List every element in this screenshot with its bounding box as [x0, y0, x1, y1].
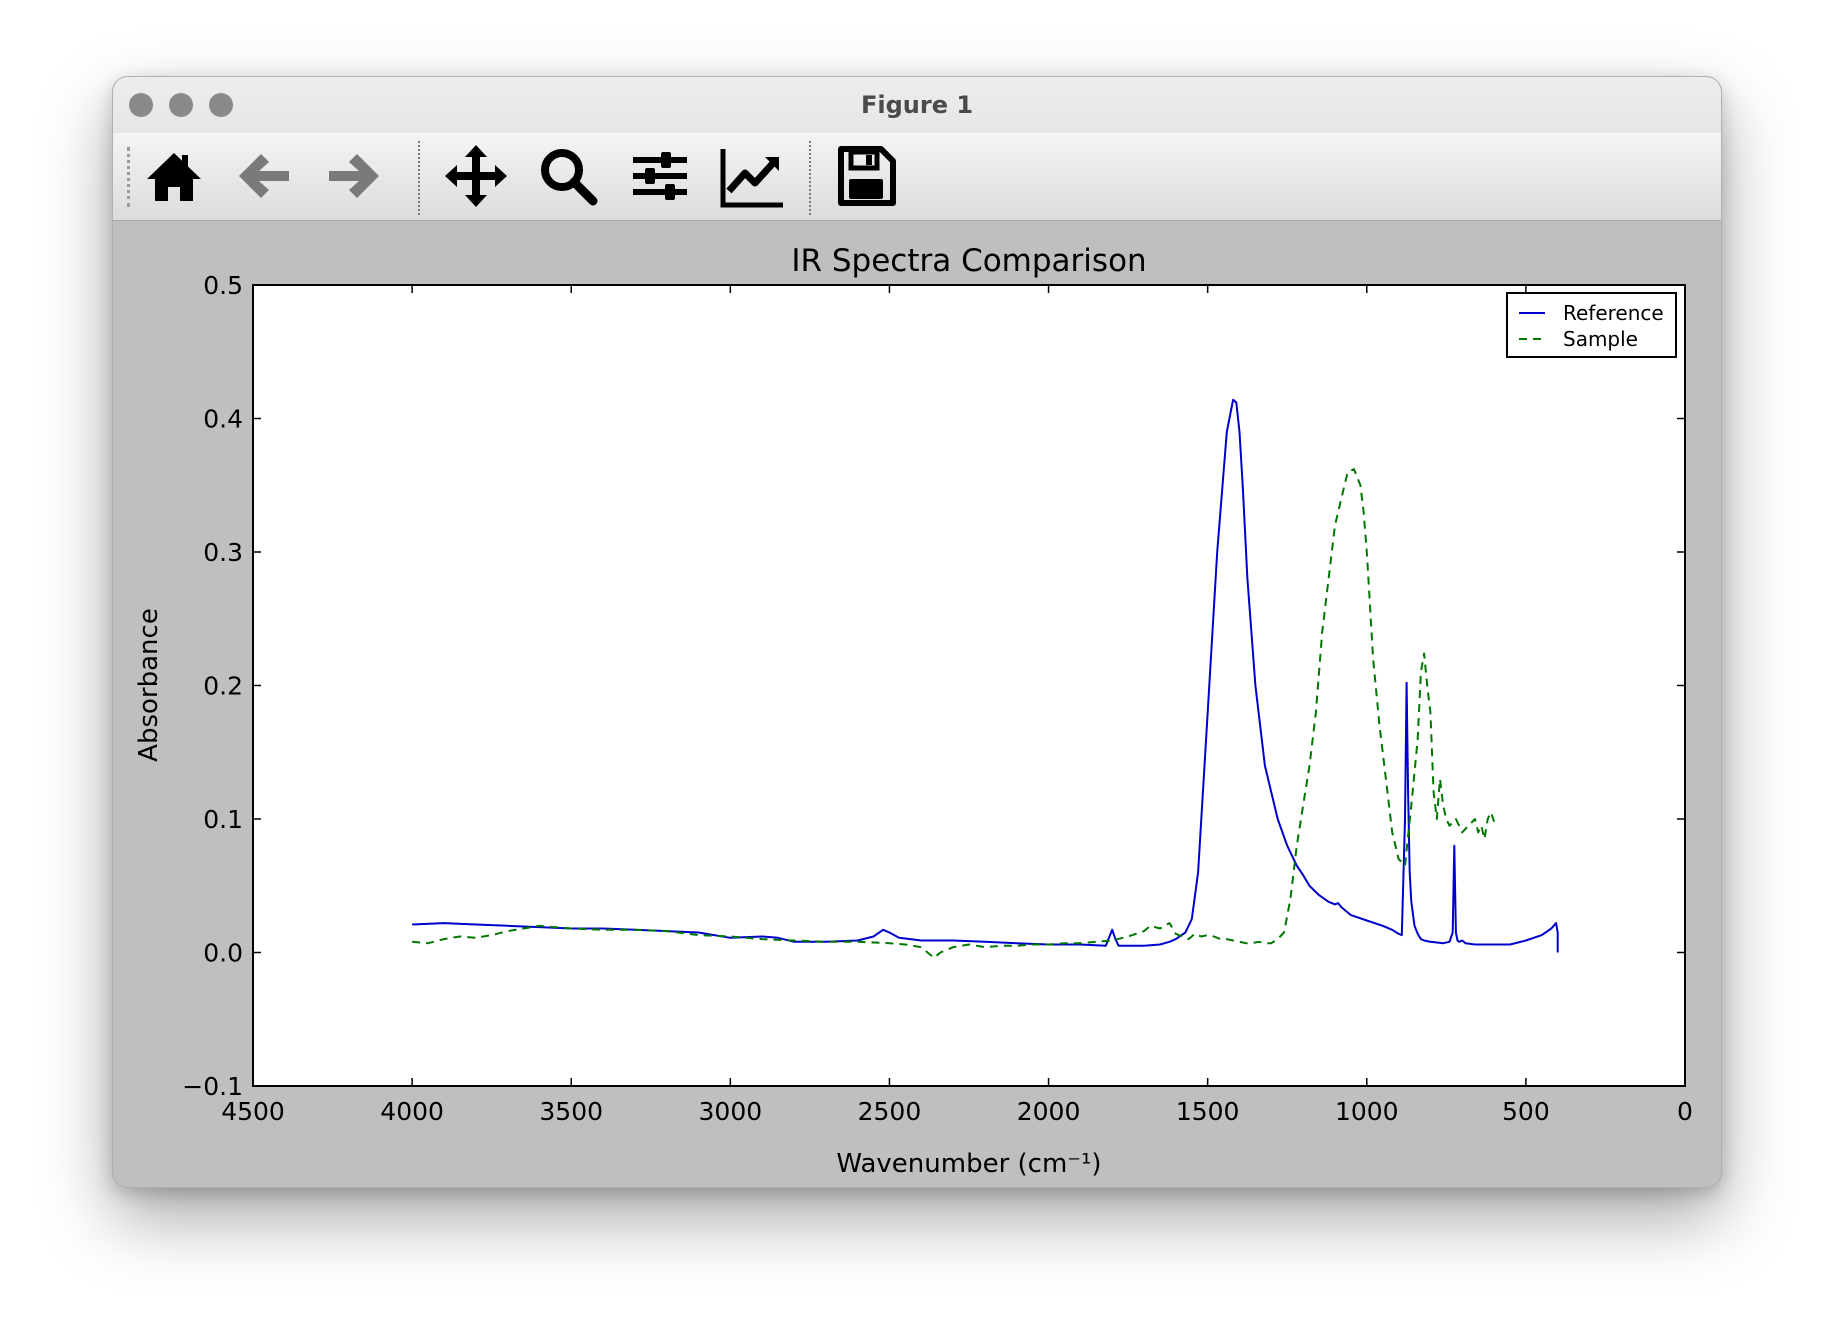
- x-axis-label: Wavenumber (cm⁻¹): [836, 1149, 1101, 1179]
- plot-area[interactable]: [253, 285, 1685, 1086]
- y-tick-label: 0.1: [203, 805, 243, 834]
- sliders-icon: [633, 152, 687, 200]
- x-tick-label: 1500: [1176, 1097, 1240, 1126]
- title-bar: Figure 1: [113, 77, 1721, 134]
- floppy-disk-icon: [838, 146, 896, 206]
- legend[interactable]: Reference Sample: [1506, 292, 1677, 358]
- y-tick-label: 0.5: [203, 271, 243, 300]
- toolbar-grip[interactable]: [127, 147, 130, 207]
- chart-title: IR Spectra Comparison: [791, 243, 1146, 279]
- x-tick-label: 500: [1502, 1097, 1550, 1126]
- arrow-right-icon: [329, 154, 379, 198]
- forward-button[interactable]: [321, 143, 387, 209]
- pan-button[interactable]: [443, 143, 509, 209]
- zoom-button[interactable]: [535, 143, 601, 209]
- back-button[interactable]: [231, 143, 297, 209]
- y-tick-label: −0.1: [182, 1072, 243, 1101]
- y-tick-label: 0.0: [203, 939, 243, 968]
- close-window-button[interactable]: [129, 93, 153, 117]
- zoom-window-button[interactable]: [209, 93, 233, 117]
- figure-window: Figure 1: [112, 76, 1722, 1188]
- move-arrows-icon: [445, 145, 507, 207]
- x-tick-label: 4000: [380, 1097, 444, 1126]
- window-title: Figure 1: [860, 91, 974, 119]
- y-axis-label: Absorbance: [134, 608, 164, 762]
- series-line-sample: [412, 468, 1496, 959]
- home-button[interactable]: [141, 143, 207, 209]
- home-icon: [147, 153, 201, 201]
- y-tick-label: 0.2: [203, 672, 243, 701]
- magnifier-icon: [541, 149, 598, 206]
- series-layer: [412, 398, 1559, 959]
- x-tick-label: 3500: [539, 1097, 603, 1126]
- y-tick-label: 0.4: [203, 405, 243, 434]
- toolbar-separator: [418, 141, 420, 215]
- tick-layer: 4500 4000 3500 3000 2500 2000 1500 1000 500 0 0.5 0…: [182, 271, 1693, 1126]
- x-tick-label: 2000: [1017, 1097, 1081, 1126]
- line-chart-icon: [720, 149, 783, 208]
- figure-canvas[interactable]: 4500 4000 3500 3000 2500 2000 1500 1000 500 0 0.5 0…: [113, 221, 1721, 1187]
- save-button[interactable]: [833, 143, 899, 209]
- x-tick-label: 3000: [699, 1097, 763, 1126]
- x-tick-label: 1000: [1335, 1097, 1399, 1126]
- configure-subplots-button[interactable]: [627, 143, 693, 209]
- minimize-window-button[interactable]: [169, 93, 193, 117]
- arrow-left-icon: [239, 154, 289, 198]
- x-tick-label: 2500: [858, 1097, 922, 1126]
- legend-box: [1506, 292, 1677, 358]
- toolbar-separator: [809, 141, 811, 215]
- x-tick-label: 0: [1677, 1097, 1693, 1126]
- y-tick-label: 0.3: [203, 538, 243, 567]
- navigation-toolbar: [113, 133, 1721, 221]
- legend-label-sample: Sample: [1563, 327, 1638, 351]
- legend-label-reference: Reference: [1563, 301, 1664, 325]
- x-tick-label: 4500: [221, 1097, 285, 1126]
- series-line-reference: [412, 398, 1559, 953]
- edit-axis-button[interactable]: [719, 143, 785, 209]
- ir-spectra-chart[interactable]: 4500 4000 3500 3000 2500 2000 1500 1000 500 0 0.5 0…: [113, 221, 1721, 1187]
